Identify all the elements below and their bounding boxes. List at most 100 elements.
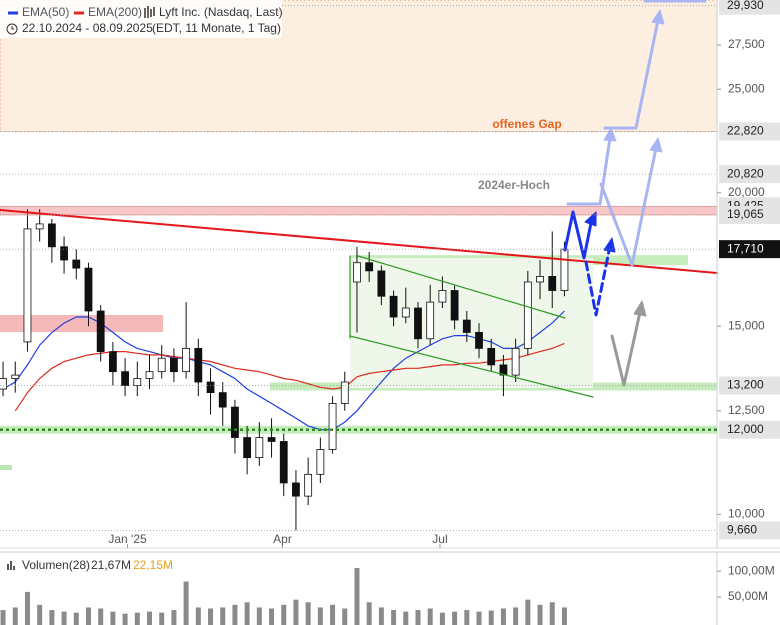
level-box	[719, 0, 780, 15]
candle-body	[96, 310, 105, 353]
candle-body	[206, 381, 215, 394]
x-tick-label: Apr	[273, 532, 292, 546]
volume-bar	[24, 591, 30, 625]
levels: 29,93022,82020,82019,42519,06517,71013,2…	[0, 0, 780, 540]
arrowhead	[584, 211, 597, 227]
volume-bar	[354, 568, 360, 625]
volume-bar	[525, 599, 531, 625]
level-zone	[0, 425, 717, 434]
channel-bottom	[349, 335, 594, 398]
volume-bar	[85, 607, 91, 625]
volume-bar	[537, 604, 543, 625]
gap-label: offenes Gap	[492, 117, 561, 131]
candle-body	[365, 262, 374, 272]
volume-bar	[281, 604, 287, 625]
arrow	[563, 210, 594, 260]
candle-body	[267, 437, 276, 442]
candle-body	[377, 270, 386, 297]
candle-body	[145, 371, 154, 379]
volume-bar	[391, 610, 397, 625]
volume-bar	[0, 610, 6, 625]
candle-body	[279, 441, 288, 484]
volume-bar	[134, 612, 140, 625]
icon	[11, 26, 14, 30]
arrow-light	[603, 18, 660, 130]
volume-bar	[464, 610, 470, 625]
period: 22.10.2024 - 08.09.2025	[22, 21, 153, 35]
volume-bar	[37, 604, 43, 625]
candle-body	[536, 275, 544, 283]
volume-bar	[269, 608, 275, 625]
level-box	[719, 122, 780, 141]
volume-bar	[305, 602, 311, 625]
candle-body	[292, 482, 300, 497]
volume-avg: 22,15M	[133, 558, 173, 572]
volume-bar	[195, 607, 201, 625]
candle-body	[316, 449, 325, 475]
volume-bar	[244, 602, 250, 625]
volume-avg: 21,67M	[91, 558, 131, 572]
x-tick-label: Jul	[432, 532, 447, 546]
candle-body	[560, 248, 569, 291]
title: Lyft Inc. (Nasdaq, Last)	[159, 5, 283, 19]
volume-bar	[427, 608, 433, 625]
level-label: 20,820	[727, 166, 764, 180]
channel-area	[350, 258, 593, 388]
candle-body	[11, 374, 20, 379]
volume-bar	[208, 608, 214, 625]
volume-bar	[317, 607, 323, 625]
level-label: 9,660	[727, 523, 757, 537]
y-tick-label: 12,500	[728, 403, 765, 417]
level-label: 13,200	[727, 378, 764, 392]
candle-body	[121, 371, 129, 386]
volume-bar	[293, 599, 299, 625]
candle-body	[414, 307, 422, 340]
resistance-box	[0, 315, 163, 332]
y-tick-label: 15,000	[728, 318, 765, 332]
volume-bar	[488, 610, 494, 625]
trend-line	[0, 209, 718, 274]
candle-body	[523, 281, 532, 349]
volume-bar	[110, 611, 116, 625]
candle-body	[255, 437, 264, 459]
candle-body	[23, 228, 32, 343]
volume-bar	[403, 611, 409, 625]
candle-body	[353, 262, 361, 283]
arrowhead	[649, 137, 663, 153]
volume-bar	[220, 607, 226, 625]
plot	[0, 209, 569, 531]
candle-body	[243, 437, 252, 459]
level-label: 17,710	[727, 241, 764, 255]
candle-body	[170, 357, 178, 373]
candle-body	[47, 223, 56, 248]
candle-body	[475, 332, 483, 349]
volume-bar	[147, 611, 153, 625]
support-box	[0, 465, 12, 470]
candle-body	[462, 319, 471, 333]
candle-body	[108, 351, 117, 373]
level-label: 29,930	[727, 0, 764, 12]
y-tick-label: 10,000	[728, 507, 765, 521]
arrowhead	[603, 127, 617, 142]
candle-body	[60, 246, 68, 261]
volume-bar	[439, 612, 445, 625]
volume-bar	[452, 611, 458, 625]
volume-bar	[256, 607, 262, 625]
period-note: (EDT, 11 Monate, 1 Tag)	[152, 21, 281, 35]
channel-top	[357, 255, 566, 319]
y-tick-label: 20,000	[728, 185, 765, 199]
y-tick-label: 27,500	[728, 37, 765, 51]
level-box	[719, 205, 780, 224]
candle-body	[157, 357, 166, 373]
level-label: 22,820	[727, 124, 764, 138]
candle-body	[340, 381, 349, 404]
candle-body	[511, 347, 520, 376]
candle-body	[487, 347, 496, 366]
volume-tick-label: 100,00M	[728, 563, 775, 577]
icon	[7, 561, 15, 570]
volume-tick-label: 50,00M	[728, 589, 768, 603]
legend-bg	[0, 0, 282, 38]
y-tick-label: 25,000	[728, 81, 765, 95]
